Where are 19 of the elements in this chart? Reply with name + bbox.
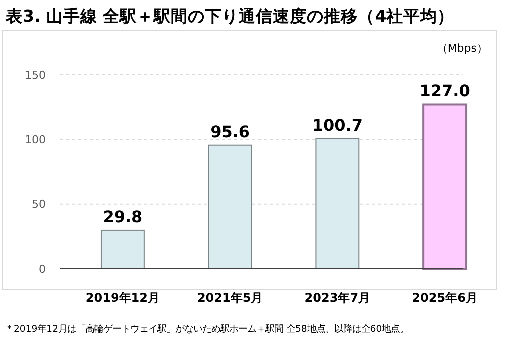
data-label: 100.7 <box>312 116 363 135</box>
text: ＊2019年12月は「高輪ゲートウェイ駅」がないため駅ホーム＋駅間 全58地点、以降は全60地点。 <box>5 324 410 335</box>
data-label: 127.0 <box>420 82 470 101</box>
bar <box>316 138 360 270</box>
y-tick-label: 150 <box>25 68 46 82</box>
y-tick-label: 50 <box>32 198 46 212</box>
bar <box>422 104 468 270</box>
bar <box>100 230 145 270</box>
bar <box>208 144 252 270</box>
data-label: 95.6 <box>210 122 250 142</box>
chart-title: 表3. 山手線 全駅＋駅間の下り通信速度の推移（4社平均） <box>5 7 455 26</box>
x-tick-label: 2025年6月 <box>412 291 478 305</box>
y-axis-title: （Mbps） <box>436 42 488 55</box>
x-tick-label: 2021年5月 <box>197 291 264 305</box>
y-tick-label: 100 <box>25 134 46 147</box>
data-label: 29.8 <box>103 207 143 226</box>
x-tick-label: 2023年7月 <box>304 291 371 305</box>
x-tick-label: 2019年12月 <box>86 291 160 305</box>
y-tick-label: 0 <box>39 262 46 276</box>
